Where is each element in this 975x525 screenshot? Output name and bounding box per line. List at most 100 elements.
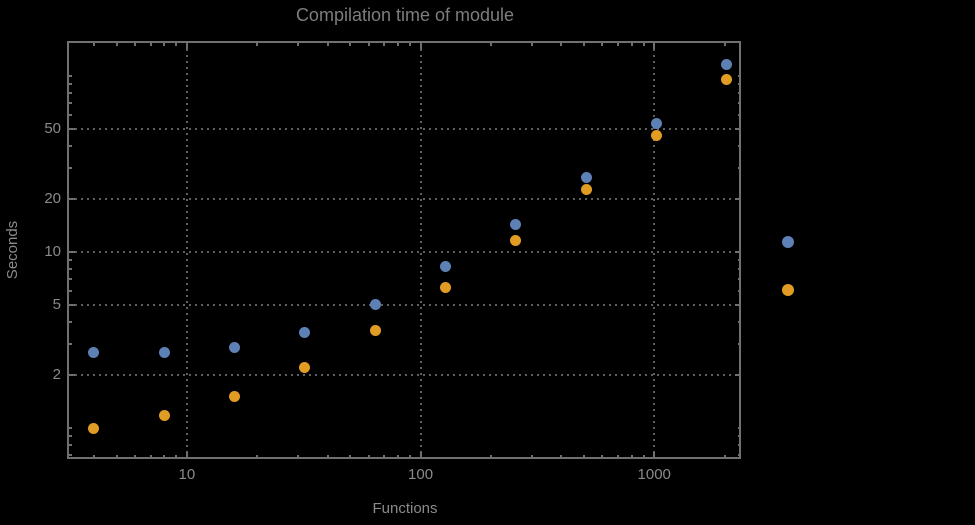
- y-tick: [69, 127, 75, 130]
- y-gridline: [69, 198, 741, 201]
- y-tick: [69, 303, 75, 306]
- y-tick: [738, 321, 741, 324]
- y-tick: [738, 92, 741, 95]
- y-tick: [738, 427, 741, 430]
- y-tick: [738, 75, 741, 77]
- x-tick: [256, 43, 259, 46]
- x-tick: [419, 43, 422, 49]
- legend-marker-blue: [782, 236, 794, 248]
- y-tick: [735, 198, 741, 201]
- x-tick: [408, 43, 411, 46]
- x-tick: [256, 454, 259, 458]
- y-tick: [69, 290, 72, 293]
- y-tick: [69, 92, 72, 95]
- data-point-orange: [369, 324, 381, 336]
- y-tick: [69, 321, 72, 324]
- x-tick: [653, 43, 656, 49]
- x-tick: [349, 43, 352, 46]
- data-point-orange: [229, 390, 241, 402]
- x-tick: [297, 43, 300, 46]
- x-tick: [408, 454, 411, 458]
- data-point-orange: [651, 129, 663, 141]
- x-tick: [175, 454, 178, 458]
- x-tick: [630, 454, 633, 458]
- data-point-orange: [299, 362, 311, 374]
- y-tick-label: 2: [52, 366, 61, 384]
- y-tick: [69, 374, 75, 377]
- y-tick: [69, 454, 72, 457]
- y-tick: [738, 268, 741, 271]
- x-tick: [531, 454, 534, 458]
- x-tick: [560, 43, 563, 46]
- x-tick: [489, 454, 492, 458]
- x-gridline: [653, 43, 656, 458]
- x-tick: [326, 454, 329, 458]
- y-tick: [735, 127, 741, 130]
- x-tick: [185, 451, 188, 458]
- y-tick-label: 20: [44, 190, 61, 208]
- y-tick: [69, 75, 72, 77]
- x-tick: [601, 454, 604, 458]
- x-tick: [163, 454, 166, 458]
- y-tick-label: 10: [44, 243, 61, 260]
- data-point-orange: [440, 281, 452, 293]
- y-axis-label: Seconds: [4, 220, 21, 280]
- y-tick: [69, 251, 75, 253]
- x-tick: [383, 43, 386, 46]
- x-tick: [489, 43, 492, 46]
- x-tick: [396, 43, 399, 46]
- data-point-blue: [369, 298, 381, 310]
- x-tick-label: 1000: [637, 465, 671, 483]
- y-gridline: [69, 127, 741, 130]
- x-axis-label: Functions: [372, 500, 438, 517]
- x-tick: [419, 451, 422, 458]
- data-point-blue: [158, 346, 170, 358]
- x-tick: [531, 43, 534, 46]
- data-point-orange: [580, 183, 592, 195]
- y-tick: [69, 427, 72, 430]
- data-point-blue: [299, 326, 311, 338]
- y-tick: [69, 167, 72, 170]
- x-tick: [617, 43, 619, 46]
- x-tick: [617, 454, 619, 458]
- x-tick: [630, 43, 633, 46]
- y-tick: [738, 454, 741, 457]
- y-tick: [738, 343, 741, 346]
- x-tick-label: 10: [178, 465, 196, 483]
- x-tick: [601, 43, 604, 46]
- x-tick: [582, 43, 585, 46]
- x-tick: [396, 454, 399, 458]
- y-tick: [69, 83, 72, 86]
- x-tick: [349, 454, 352, 458]
- x-tick: [326, 43, 329, 46]
- x-tick: [149, 454, 152, 458]
- y-tick: [69, 444, 72, 447]
- y-tick: [69, 114, 72, 117]
- y-tick: [735, 251, 741, 253]
- x-tick: [642, 43, 645, 46]
- x-tick: [642, 454, 645, 458]
- y-tick: [738, 102, 741, 105]
- y-tick: [738, 114, 741, 117]
- x-tick: [115, 43, 118, 46]
- y-tick-label: 50: [44, 119, 61, 137]
- x-tick: [134, 43, 137, 46]
- x-tick: [185, 43, 188, 49]
- x-tick: [653, 451, 656, 458]
- y-tick-label: 5: [52, 295, 61, 313]
- y-gridline: [69, 303, 741, 306]
- x-tick: [149, 43, 152, 46]
- x-tick: [163, 43, 166, 46]
- x-gridline: [419, 43, 422, 458]
- data-point-blue: [580, 172, 592, 184]
- data-point-blue: [440, 260, 452, 272]
- y-tick: [738, 278, 741, 281]
- x-gridline: [185, 43, 188, 458]
- plot-frame: [67, 41, 741, 459]
- y-tick: [69, 259, 72, 262]
- y-tick: [738, 167, 741, 170]
- data-point-blue: [651, 117, 663, 129]
- x-tick: [723, 43, 726, 46]
- x-tick: [134, 454, 137, 458]
- data-point-blue: [229, 342, 241, 354]
